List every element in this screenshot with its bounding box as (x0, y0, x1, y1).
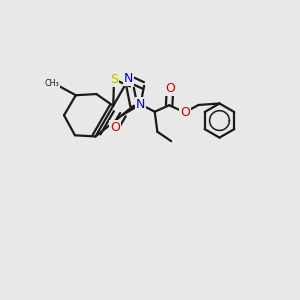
Text: O: O (180, 106, 190, 119)
Text: O: O (165, 82, 175, 95)
Text: N: N (124, 72, 134, 85)
Text: O: O (110, 121, 120, 134)
Text: N: N (136, 98, 145, 111)
Text: S: S (110, 73, 118, 86)
Text: CH₃: CH₃ (45, 79, 60, 88)
